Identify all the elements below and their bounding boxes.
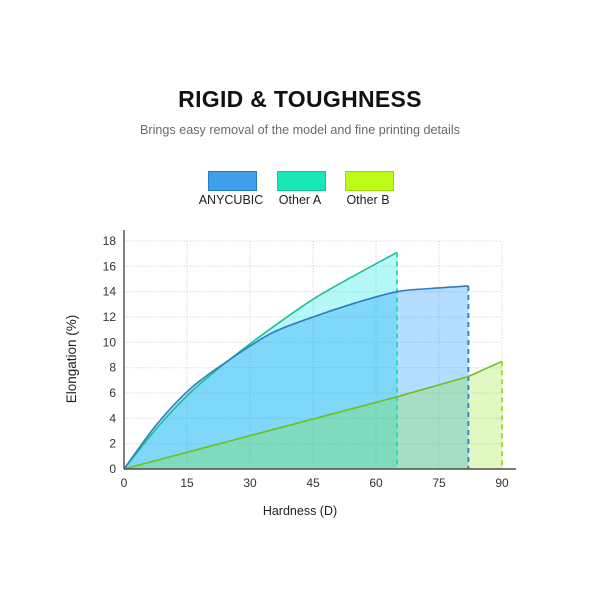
svg-text:14: 14 [103, 285, 117, 299]
svg-text:0: 0 [121, 476, 128, 490]
svg-text:75: 75 [432, 476, 446, 490]
svg-text:12: 12 [103, 310, 117, 324]
svg-text:Hardness (D): Hardness (D) [263, 504, 337, 518]
svg-text:8: 8 [109, 361, 116, 375]
svg-text:18: 18 [103, 234, 117, 248]
svg-text:10: 10 [103, 335, 117, 349]
svg-text:2: 2 [109, 437, 116, 451]
svg-text:6: 6 [109, 386, 116, 400]
svg-text:90: 90 [495, 476, 509, 490]
svg-text:16: 16 [103, 259, 117, 273]
svg-text:30: 30 [243, 476, 257, 490]
svg-text:4: 4 [109, 411, 116, 425]
svg-text:15: 15 [180, 476, 194, 490]
svg-text:60: 60 [369, 476, 383, 490]
svg-text:45: 45 [306, 476, 320, 490]
svg-text:0: 0 [109, 462, 116, 476]
svg-text:Elongation (%): Elongation (%) [64, 315, 79, 404]
